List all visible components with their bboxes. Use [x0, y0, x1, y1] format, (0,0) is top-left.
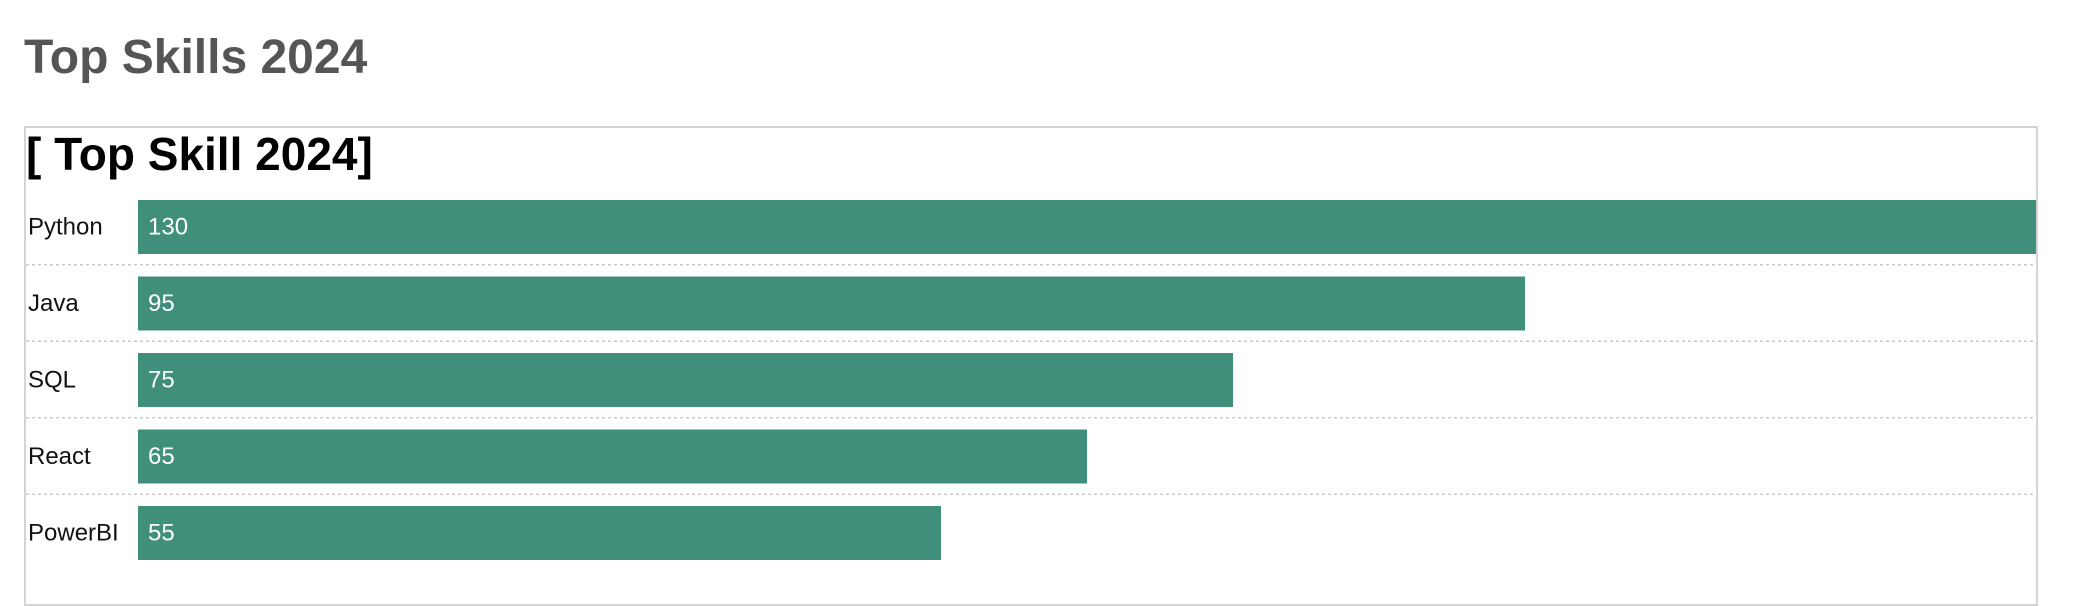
skills-bar-chart: Python 130 Java 95 SQL 75 React 65 PowerBI 55	[26, 200, 2036, 560]
bar-row-sql: SQL 75	[26, 353, 2036, 419]
value-label: 75	[148, 367, 175, 394]
category-label: Java	[28, 290, 79, 317]
value-label: 55	[148, 520, 175, 547]
chart-title: [ Top Skill 2024]	[26, 128, 373, 180]
bar	[138, 429, 1087, 484]
page-title: Top Skills 2024	[24, 31, 368, 84]
bar	[138, 353, 1233, 407]
value-label: 95	[148, 290, 175, 317]
value-label: 130	[148, 214, 188, 241]
bar-row-powerbi: PowerBI 55	[28, 506, 941, 560]
category-label: PowerBI	[28, 520, 119, 547]
category-label: React	[28, 443, 91, 470]
category-label: SQL	[28, 367, 76, 394]
bar	[138, 200, 2036, 254]
bar	[138, 506, 941, 560]
bar-row-react: React 65	[26, 429, 2036, 495]
value-label: 65	[148, 443, 175, 470]
bar-row-java: Java 95	[26, 276, 2036, 342]
category-label: Python	[28, 214, 103, 241]
bar	[138, 276, 1525, 331]
bar-row-python: Python 130	[26, 200, 2036, 266]
